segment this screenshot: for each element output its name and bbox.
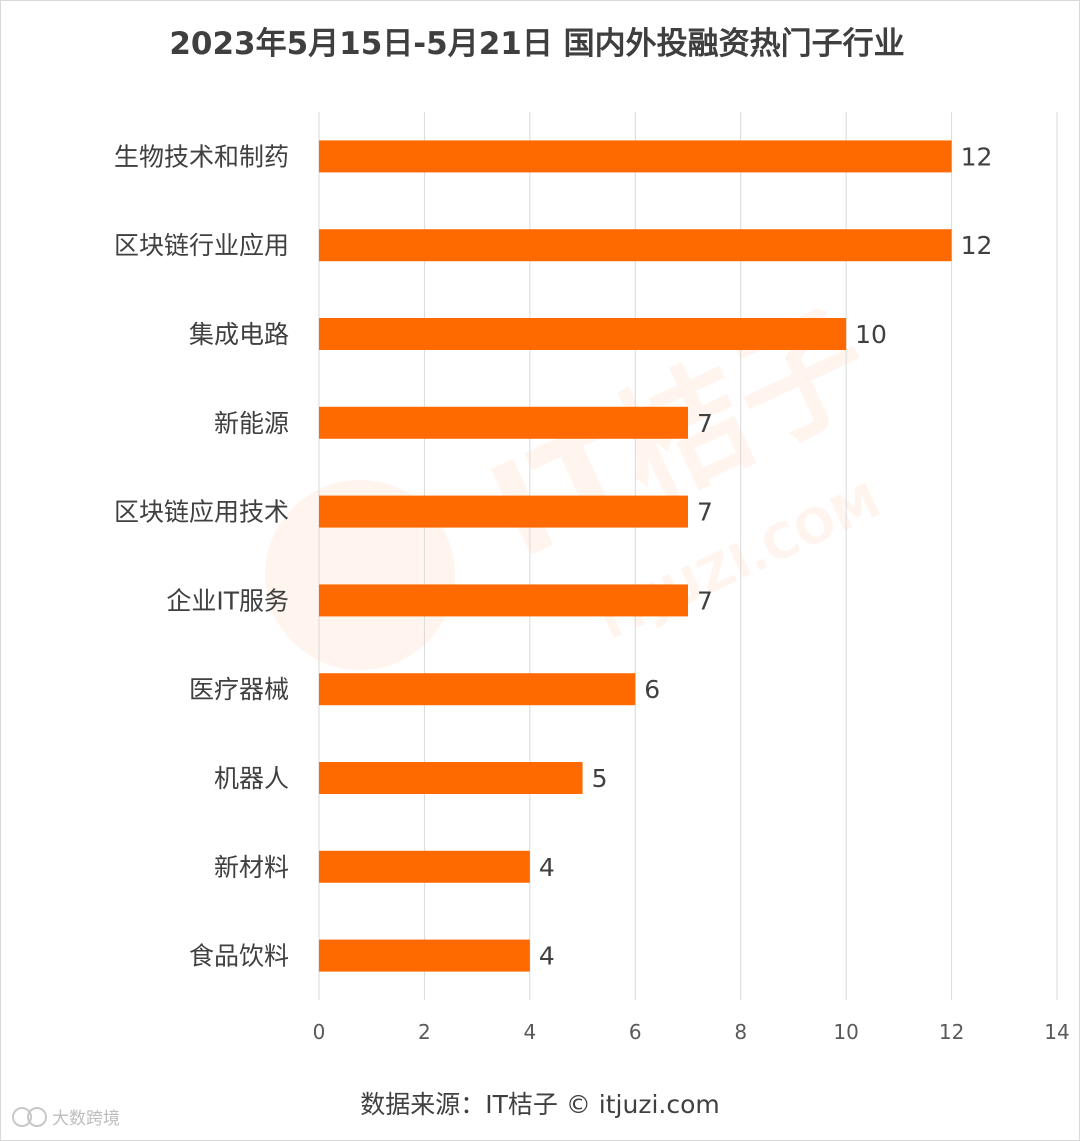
bar — [319, 140, 952, 173]
category-label: 新材料 — [214, 853, 289, 882]
source-note: 数据来源：IT桔子 © itjuzi.com — [360, 1090, 720, 1119]
data-label: 12 — [961, 142, 993, 171]
data-label: 7 — [697, 586, 713, 615]
chart-title: 2023年5月15日-5月21日 国内外投融资热门子行业 — [169, 26, 904, 62]
category-label: 医疗器械 — [189, 675, 289, 704]
category-label: 生物技术和制药 — [114, 142, 289, 171]
x-tick-label: 10 — [833, 1020, 858, 1044]
logo-icon — [12, 1107, 47, 1127]
x-axis-ticks: 0 2 4 6 8 10 12 14 — [313, 1020, 1070, 1044]
bar — [319, 939, 530, 972]
x-tick-label: 14 — [1044, 1020, 1069, 1044]
bar — [319, 762, 583, 794]
corner-watermark-text: 大数跨境 — [52, 1109, 120, 1129]
category-labels: 生物技术和制药区块链行业应用集成电路新能源区块链应用技术企业IT服务医疗器械机器… — [114, 142, 289, 970]
category-label: 机器人 — [214, 764, 289, 793]
bar — [319, 406, 688, 439]
category-label: 区块链应用技术 — [114, 498, 289, 527]
bar — [319, 850, 530, 883]
data-label: 4 — [539, 942, 555, 971]
category-label: 新能源 — [214, 409, 289, 438]
x-tick-label: 8 — [734, 1020, 747, 1044]
category-label: 企业IT服务 — [166, 586, 289, 615]
data-label: 4 — [539, 853, 555, 882]
category-label: 集成电路 — [189, 320, 289, 349]
corner-watermark: 大数跨境 — [12, 1107, 120, 1129]
bars — [319, 140, 952, 972]
data-label: 5 — [592, 764, 608, 793]
x-tick-label: 6 — [629, 1020, 642, 1044]
x-tick-label: 12 — [939, 1020, 964, 1044]
data-label: 7 — [697, 409, 713, 438]
bar — [319, 495, 688, 528]
bar — [319, 673, 636, 706]
data-label: 7 — [697, 498, 713, 527]
data-label: 6 — [644, 675, 660, 704]
value-labels: 12 12 10 7 7 7 6 5 4 4 — [539, 142, 993, 970]
x-tick-label: 2 — [418, 1020, 431, 1044]
bar — [319, 318, 847, 350]
x-tick-label: 0 — [313, 1020, 326, 1044]
category-label: 区块链行业应用 — [114, 231, 289, 260]
bar — [319, 229, 952, 262]
category-label: 食品饮料 — [189, 942, 289, 971]
data-label: 12 — [961, 231, 993, 260]
bar — [319, 584, 688, 617]
x-tick-label: 4 — [523, 1020, 536, 1044]
data-label: 10 — [855, 320, 887, 349]
